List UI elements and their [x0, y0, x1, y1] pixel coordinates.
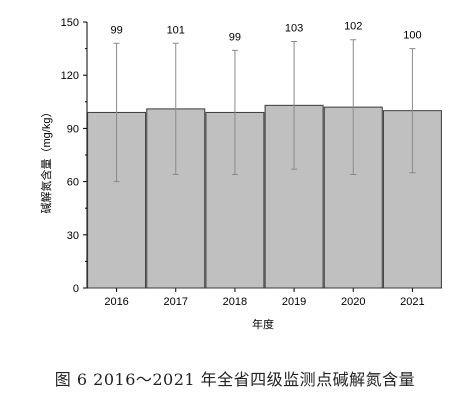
data-label: 99 [110, 24, 122, 36]
y-axis-label: 碱解氮含量（mg/kg） [39, 107, 53, 214]
chart-axes: 0 30 60 90 120 150 2016 2017 2018 2019 2020 2021 [61, 17, 442, 308]
data-label: 100 [403, 30, 421, 42]
x-tick-label: 2016 [104, 296, 128, 308]
data-label: 99 [229, 31, 241, 43]
data-label: 103 [285, 23, 303, 35]
y-tick-label: 0 [73, 283, 79, 295]
figure-caption: 图 6 2016～2021 年全省四级监测点碱解氮含量 [54, 370, 416, 389]
bar-chart: 0 30 60 90 120 150 2016 2017 2018 2019 2020 2021 99… [39, 17, 442, 331]
y-tick-label: 120 [61, 70, 79, 82]
x-tick-label: 2020 [341, 296, 365, 308]
chart-bars [87, 104, 442, 289]
x-tick-label: 2018 [223, 296, 247, 308]
chart-data-labels: 99 101 99 103 102 100 [110, 21, 421, 44]
y-tick-label: 30 [67, 230, 79, 242]
x-tick-label: 2017 [164, 296, 188, 308]
x-tick-label: 2021 [400, 296, 424, 308]
x-tick-label: 2019 [282, 296, 306, 308]
data-label: 101 [167, 24, 185, 36]
data-label: 102 [344, 21, 362, 33]
y-tick-label: 150 [61, 17, 79, 29]
x-axis-label: 年度 [252, 317, 274, 331]
y-tick-label: 90 [67, 123, 79, 135]
y-tick-label: 60 [67, 177, 79, 189]
chart-error-bars [113, 39, 416, 183]
